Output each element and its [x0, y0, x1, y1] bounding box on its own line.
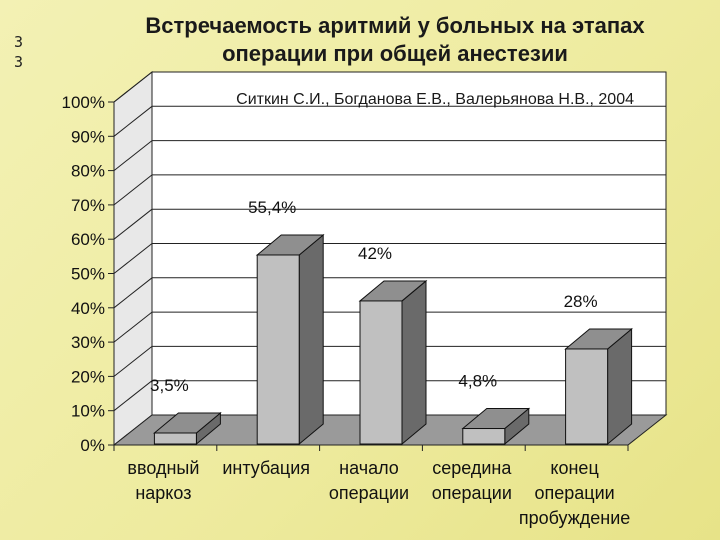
x-category-label: наркоз	[135, 483, 191, 503]
gridline-side	[113, 174, 153, 206]
x-category-label: начало	[339, 458, 399, 478]
x-category-label: операции	[432, 483, 512, 503]
y-tick-label: 10%	[71, 402, 105, 421]
gridline-side	[113, 140, 153, 171]
chart-title: Встречаемость аритмий у больных на этапа…	[100, 12, 690, 68]
x-category-label: конец	[550, 458, 598, 478]
y-tick-label: 30%	[71, 333, 105, 352]
x-category-label: вводный	[127, 458, 199, 478]
data-label: 3,5%	[150, 376, 189, 395]
x-category-label: пробуждение	[519, 508, 630, 528]
bar-side	[298, 233, 324, 446]
y-tick-label: 100%	[62, 93, 105, 112]
chart-subtitle: Ситкин С.И., Богданова Е.В., Валерьянова…	[236, 91, 634, 108]
gridline-side	[113, 380, 153, 412]
y-tick-label: 40%	[71, 299, 105, 318]
y-tick-label: 70%	[71, 196, 105, 215]
side-note-line: 3	[14, 33, 24, 51]
y-tick-label: 80%	[71, 162, 105, 181]
bar	[462, 428, 506, 445]
gridline-side	[113, 311, 153, 343]
y-tick-label: 0%	[80, 436, 105, 455]
side-note: 3 3	[14, 32, 23, 72]
gridline-side	[113, 277, 153, 309]
bar	[153, 432, 197, 445]
gridline-side	[113, 243, 153, 274]
gridline-side	[113, 105, 153, 137]
data-label: 4,8%	[458, 372, 497, 391]
chart-title-line: Встречаемость аритмий у больных на этапа…	[145, 13, 645, 38]
bar	[565, 348, 609, 445]
data-label: 42%	[358, 244, 392, 263]
side-note-line: 3	[14, 53, 24, 71]
y-tick-label: 20%	[71, 367, 105, 386]
bar	[359, 300, 403, 445]
gridline-side	[113, 346, 153, 377]
x-category-label: интубация	[222, 458, 310, 478]
bar	[256, 254, 300, 445]
x-category-label: операции	[534, 483, 614, 503]
x-category-label: середина	[432, 458, 512, 478]
y-tick-label: 60%	[71, 230, 105, 249]
data-label: 28%	[564, 292, 598, 311]
bar-side	[401, 279, 427, 446]
y-tick-label: 50%	[71, 265, 105, 284]
x-category-label: операции	[329, 483, 409, 503]
data-label: 55,4%	[248, 198, 296, 217]
gridline-side	[113, 208, 153, 240]
y-tick-label: 90%	[71, 127, 105, 146]
chart-title-line: операции при общей анестезии	[222, 41, 568, 66]
gridline-side	[113, 71, 153, 103]
